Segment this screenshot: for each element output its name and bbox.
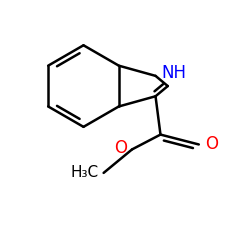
Text: H₃C: H₃C — [70, 166, 99, 180]
Text: O: O — [205, 136, 218, 154]
Text: O: O — [114, 139, 127, 157]
Text: NH: NH — [162, 64, 187, 82]
